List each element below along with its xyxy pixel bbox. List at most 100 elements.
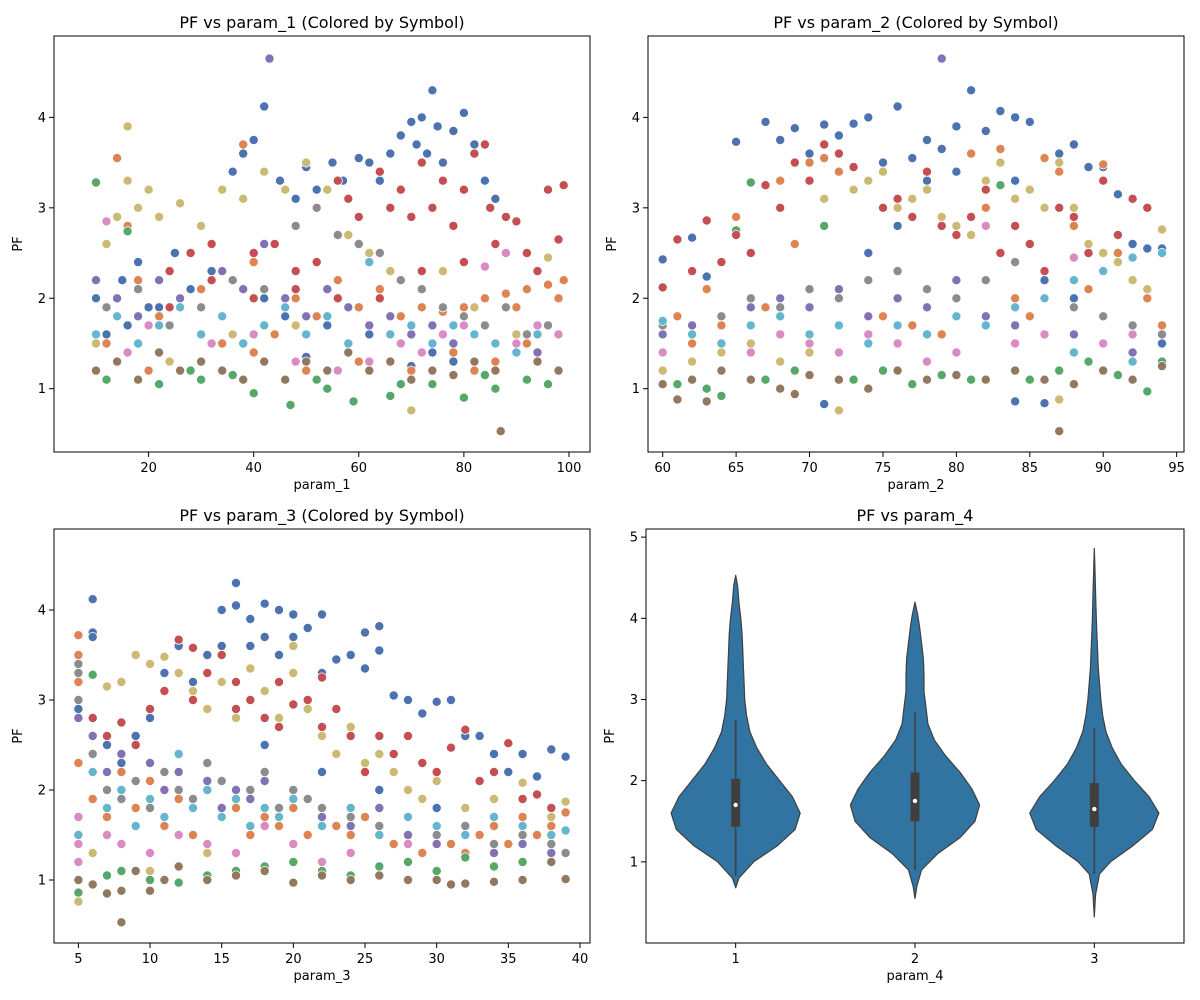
scatter-point	[500, 247, 511, 258]
scatter-point	[164, 356, 175, 367]
x-axis-label: param_3	[294, 969, 351, 984]
scatter-point	[804, 347, 815, 358]
scatter-point	[154, 311, 165, 322]
series-s4	[657, 139, 1153, 293]
x-tick-label: 3	[1090, 952, 1098, 967]
scatter-point	[187, 695, 198, 706]
scatter-point	[657, 329, 668, 340]
scatter-point	[657, 347, 668, 358]
scatter-point	[485, 202, 496, 213]
y-axis-label: PF	[11, 728, 26, 743]
scatter-point	[416, 302, 427, 313]
scatter-point	[273, 677, 284, 688]
scatter-point	[1098, 365, 1109, 376]
scatter-point	[248, 293, 259, 304]
scatter-point	[1083, 247, 1094, 258]
scatter-point	[995, 106, 1006, 117]
scatter-point	[143, 184, 154, 195]
scatter-point	[500, 211, 511, 222]
scatter-point	[460, 724, 471, 735]
scatter-point	[553, 234, 564, 245]
scatter-point	[731, 136, 742, 147]
scatter-point	[202, 758, 213, 769]
scatter-point	[206, 338, 217, 349]
scatter-point	[1127, 320, 1138, 331]
scatter-point	[951, 293, 962, 304]
scatter-point	[102, 803, 113, 814]
scatter-point	[1054, 202, 1065, 213]
scatter-point	[316, 812, 327, 823]
scatter-point	[273, 812, 284, 823]
scatter-point	[230, 704, 241, 715]
scatter-point	[878, 202, 889, 213]
scatter-point	[259, 767, 270, 778]
scatter-point	[259, 686, 270, 697]
scatter-point	[980, 374, 991, 385]
scatter-point	[517, 794, 528, 805]
scatter-point	[245, 830, 256, 841]
scatter-point	[316, 731, 327, 742]
scatter-point	[385, 202, 396, 213]
scatter-point	[374, 785, 385, 796]
scatter-point	[427, 202, 438, 213]
scatter-point	[385, 356, 396, 367]
scatter-point	[1127, 275, 1138, 286]
scatter-point	[546, 812, 557, 823]
scatter-point	[116, 717, 127, 728]
scatter-point	[73, 695, 84, 706]
scatter-point	[230, 713, 241, 724]
scatter-point	[388, 839, 399, 850]
scatter-point	[907, 379, 918, 390]
scatter-point	[259, 632, 270, 643]
scatter-point	[1039, 374, 1050, 385]
scatter-point	[745, 293, 756, 304]
scatter-point	[951, 121, 962, 132]
scatter-point	[448, 220, 459, 231]
scatter-point	[73, 677, 84, 688]
scatter-point	[458, 311, 469, 322]
scatter-point	[1112, 247, 1123, 258]
scatter-point	[469, 302, 480, 313]
scatter-point	[374, 284, 385, 295]
scatter-point	[560, 807, 571, 818]
scatter-point	[789, 123, 800, 134]
scatter-point	[431, 767, 442, 778]
scatter-point	[87, 713, 98, 724]
scatter-point	[474, 830, 485, 841]
scatter-point	[431, 696, 442, 707]
scatter-point	[385, 329, 396, 340]
chart-pf-vs-param-2: PF vs param_2 (Colored by Symbol) 1 2 3 4 60 6…	[605, 13, 1185, 493]
scatter-point	[521, 374, 532, 385]
scatter-point	[1039, 275, 1050, 286]
series-s10	[91, 257, 543, 358]
scatter-point	[159, 785, 170, 796]
scatter-point	[206, 266, 217, 277]
scatter-point	[431, 875, 442, 886]
y-tick-label: 3	[38, 201, 46, 216]
scatter-point	[374, 621, 385, 632]
scatter-point	[101, 329, 112, 340]
scatter-point	[458, 257, 469, 268]
violin-median	[733, 802, 738, 808]
scatter-point	[789, 365, 800, 376]
scatter-point	[143, 365, 154, 376]
series-s10	[73, 749, 571, 841]
scatter-point	[359, 812, 370, 823]
x-tick-label: 65	[728, 461, 745, 476]
scatter-point	[217, 365, 228, 376]
scatter-point	[259, 776, 270, 787]
x-tick-label: 60	[351, 461, 368, 476]
scatter-point	[359, 767, 370, 778]
axes-frame	[53, 528, 591, 944]
x-tick-label: 1	[732, 952, 740, 967]
scatter-point	[288, 699, 299, 710]
scatter-point	[546, 821, 557, 832]
scatter-point	[364, 329, 375, 340]
scatter-point	[327, 157, 338, 168]
scatter-point	[359, 627, 370, 638]
y-tick-label: 4	[38, 604, 46, 619]
scatter-point	[288, 785, 299, 796]
scatter-point	[804, 338, 815, 349]
scatter-point	[490, 338, 501, 349]
scatter-point	[185, 365, 196, 376]
